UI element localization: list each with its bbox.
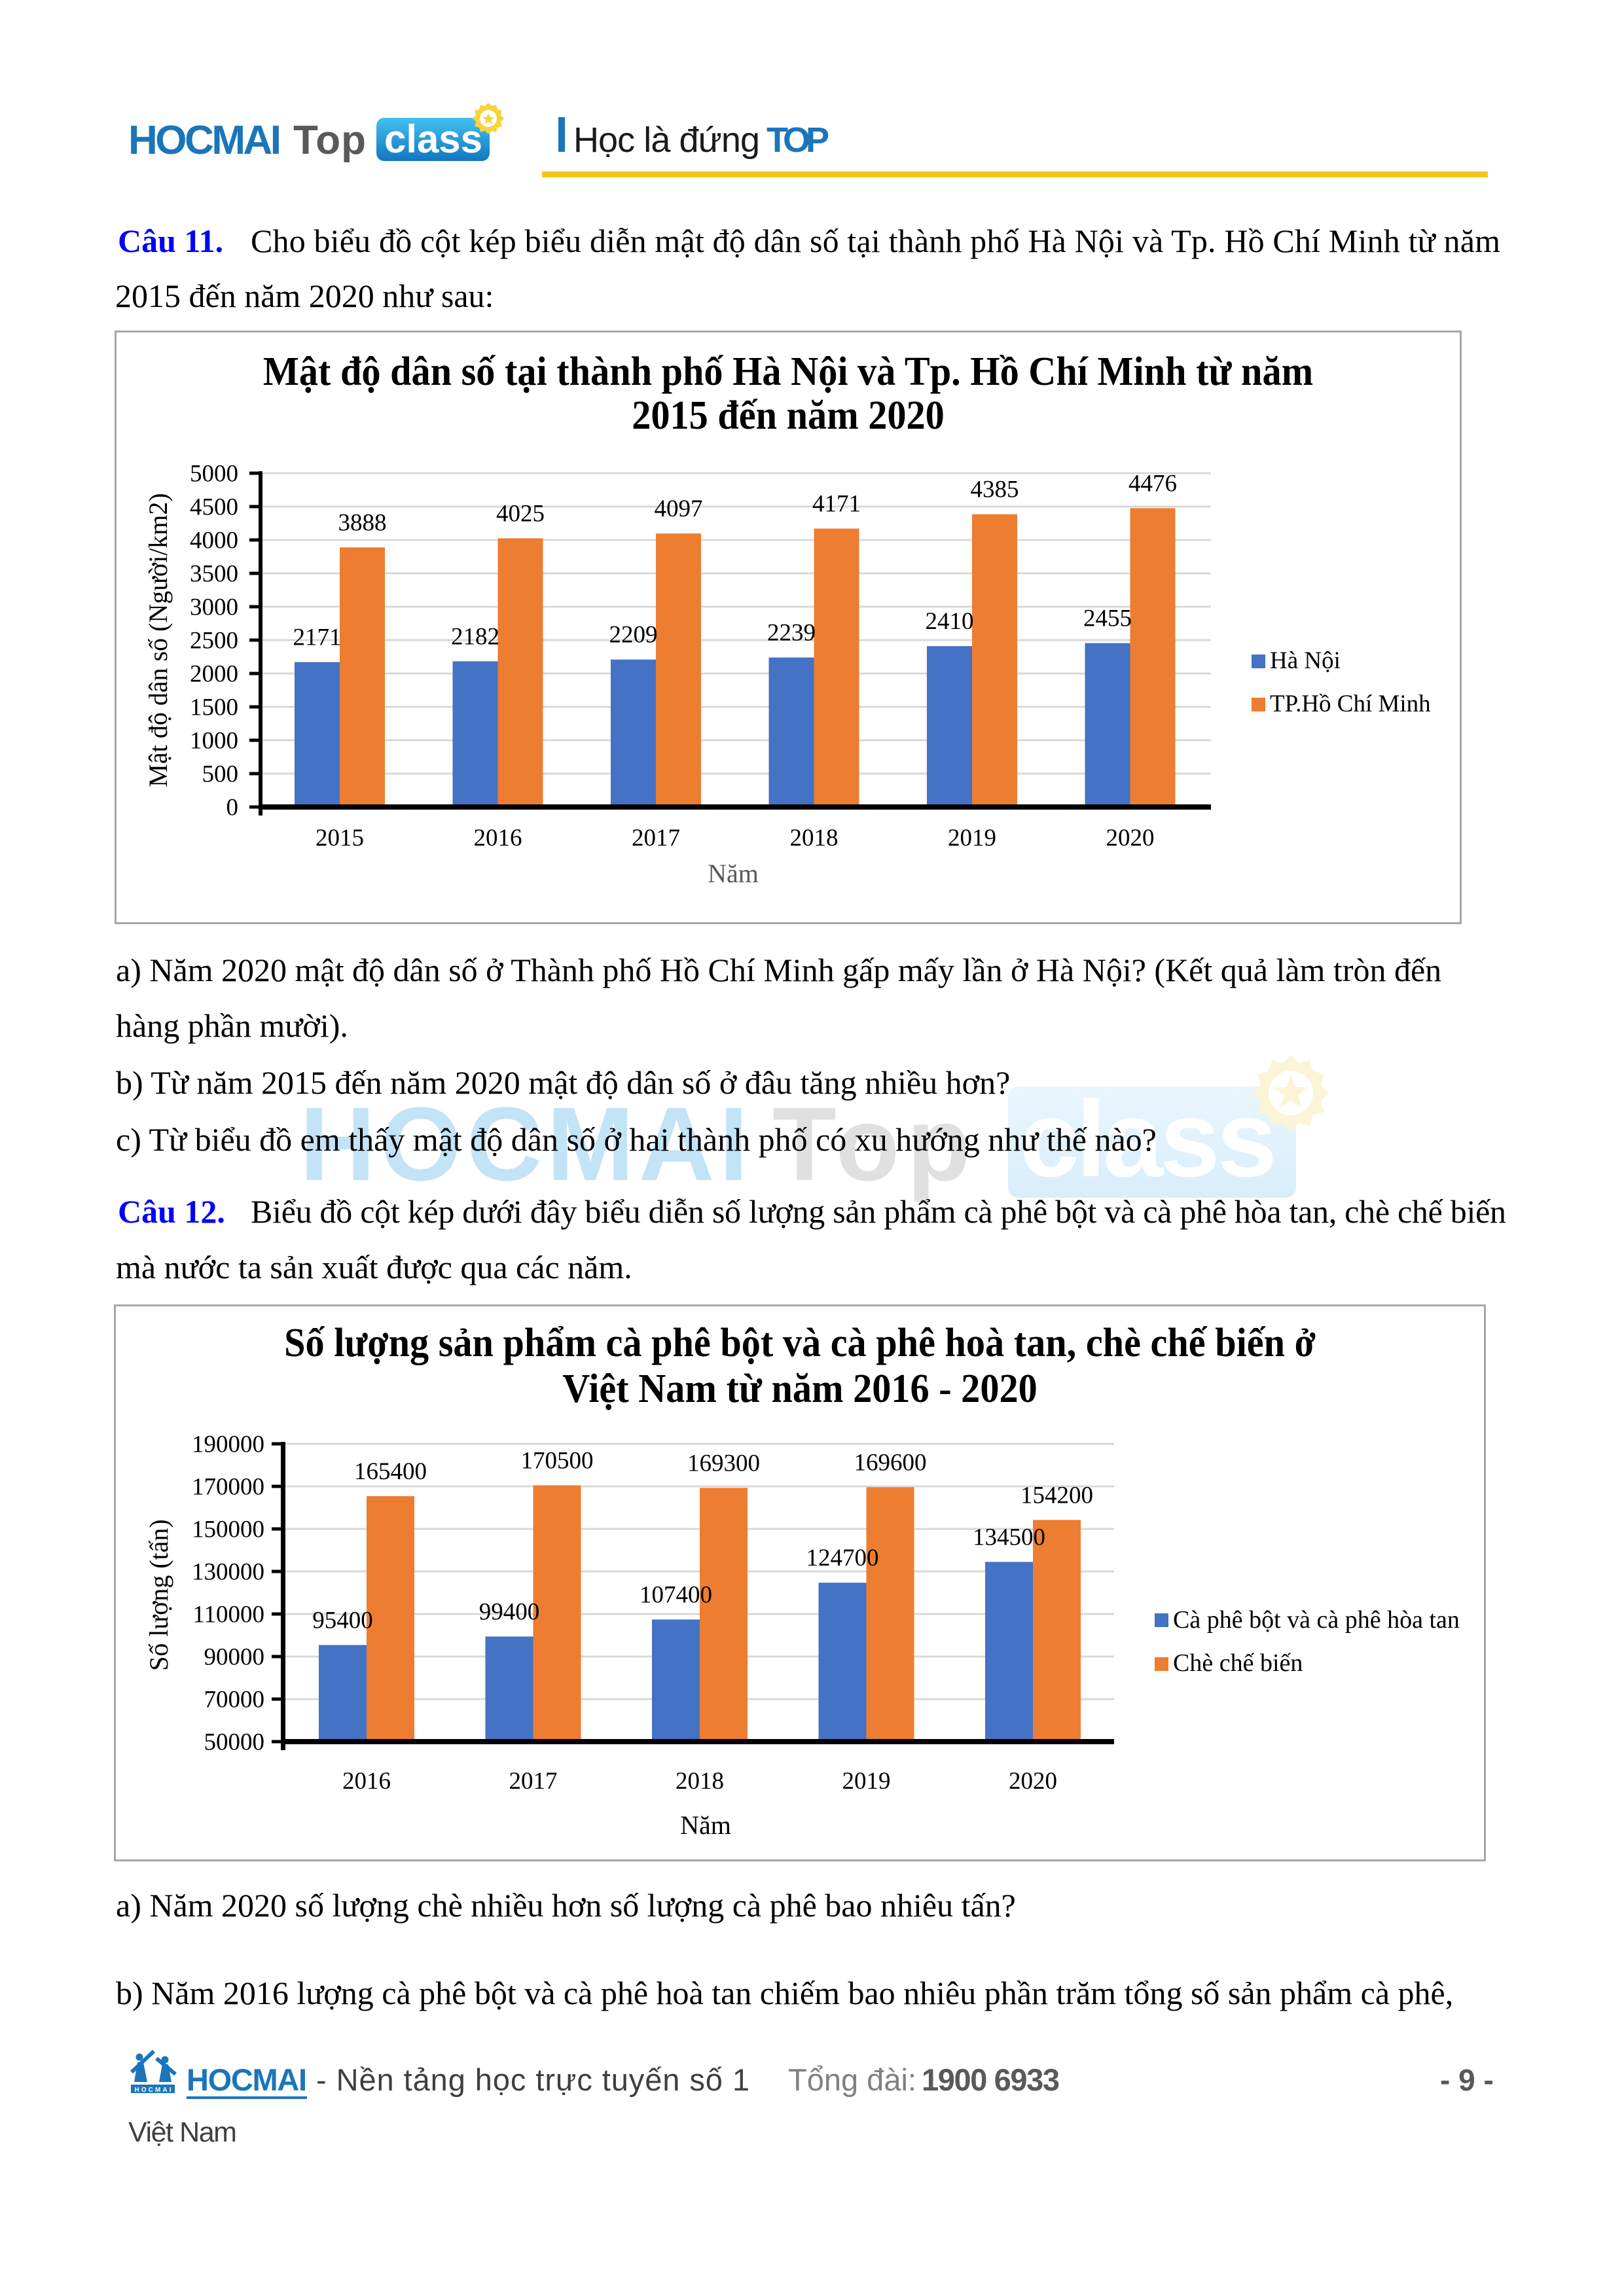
svg-text:Số lượng (tấn): Số lượng (tấn) xyxy=(144,1519,173,1671)
svg-text:Câu 12.: Câu 12. xyxy=(118,1193,225,1230)
svg-text:150000: 150000 xyxy=(192,1516,264,1543)
svg-text:Câu 11.: Câu 11. xyxy=(118,223,223,259)
svg-text:165400: 165400 xyxy=(354,1458,427,1485)
svg-text:2020: 2020 xyxy=(1009,1768,1057,1795)
svg-text:3000: 3000 xyxy=(190,594,238,621)
svg-text:1500: 1500 xyxy=(190,694,238,721)
svg-text:hàng phần mười).: hàng phần mười). xyxy=(116,1007,348,1044)
svg-text:3500: 3500 xyxy=(190,561,238,588)
svg-text:170500: 170500 xyxy=(521,1447,594,1474)
svg-text:130000: 130000 xyxy=(192,1559,264,1586)
svg-text:90000: 90000 xyxy=(204,1644,265,1671)
svg-text:99400: 99400 xyxy=(479,1598,540,1625)
svg-text:Chè chế biến: Chè chế biến xyxy=(1173,1649,1303,1677)
svg-text:2239: 2239 xyxy=(767,620,816,647)
svg-text:b) Từ năm 2015 đến năm 2020 mậ: b) Từ năm 2015 đến năm 2020 mật độ dân s… xyxy=(116,1064,1010,1101)
svg-text:Mật độ dân số (Người/km2): Mật độ dân số (Người/km2) xyxy=(143,493,173,787)
svg-text:2182: 2182 xyxy=(451,623,499,650)
svg-text:2015 đến năm 2020: 2015 đến năm 2020 xyxy=(632,393,945,438)
svg-text:1000: 1000 xyxy=(190,728,238,755)
svg-text:HOCMAI: HOCMAI xyxy=(300,1085,748,1202)
svg-text:2017: 2017 xyxy=(509,1768,558,1795)
svg-text:TP.Hồ Chí Minh: TP.Hồ Chí Minh xyxy=(1270,691,1431,717)
svg-text:4500: 4500 xyxy=(190,494,238,521)
svg-text:2018: 2018 xyxy=(676,1768,724,1795)
svg-text:Năm: Năm xyxy=(708,859,759,888)
svg-text:4000: 4000 xyxy=(190,528,238,554)
svg-text:3888: 3888 xyxy=(338,509,387,536)
svg-text:4385: 4385 xyxy=(971,476,1019,503)
svg-text:1900 6933: 1900 6933 xyxy=(922,2062,1060,2097)
svg-text:Cho biểu đồ cột kép biểu diễn: Cho biểu đồ cột kép biểu diễn mật độ dân… xyxy=(251,223,1500,259)
svg-text:2020: 2020 xyxy=(1106,825,1155,852)
svg-text:2500: 2500 xyxy=(190,628,238,655)
svg-text:2016: 2016 xyxy=(474,825,522,852)
svg-text:class: class xyxy=(384,117,482,161)
svg-text:HOCMAI: HOCMAI xyxy=(128,118,281,163)
svg-text:50000: 50000 xyxy=(204,1729,265,1756)
svg-text:2015: 2015 xyxy=(316,825,364,852)
svg-text:Hà Nội: Hà Nội xyxy=(1270,647,1341,674)
svg-text:170000: 170000 xyxy=(192,1474,264,1501)
svg-text:mà nước ta sản xuất được qua c: mà nước ta sản xuất được qua các năm. xyxy=(116,1249,632,1285)
svg-text:HOCMAI: HOCMAI xyxy=(135,2087,171,2094)
svg-text:a) Năm 2020 mật độ dân số ở Th: a) Năm 2020 mật độ dân số ở Thành phố Hồ… xyxy=(116,952,1441,988)
svg-text:Năm: Năm xyxy=(680,1810,731,1840)
svg-text:124700: 124700 xyxy=(806,1545,879,1571)
svg-text:Mật độ dân số tại thành phố Hà: Mật độ dân số tại thành phố Hà Nội và Tp… xyxy=(263,349,1313,394)
svg-text:500: 500 xyxy=(202,761,239,788)
svg-text:190000: 190000 xyxy=(192,1431,264,1458)
svg-text:4171: 4171 xyxy=(812,491,861,518)
svg-text:2018: 2018 xyxy=(790,825,839,852)
svg-text:2455: 2455 xyxy=(1083,605,1132,632)
svg-text:Top: Top xyxy=(772,1085,971,1202)
svg-text:c) Từ biểu đồ em thấy mật độ d: c) Từ biểu đồ em thấy mật độ dân số ở ha… xyxy=(116,1121,1157,1158)
svg-text:2171: 2171 xyxy=(293,624,342,651)
svg-text:Top: Top xyxy=(293,118,366,163)
svg-text:a) Năm 2020 số lượng chè nhiều: a) Năm 2020 số lượng chè nhiều hơn số lư… xyxy=(116,1887,1016,1924)
svg-text:134500: 134500 xyxy=(973,1524,1045,1551)
svg-text:Học là đứng: Học là đứng xyxy=(573,120,760,160)
svg-text:95400: 95400 xyxy=(312,1607,373,1634)
svg-text:Số lượng sản phẩm cà phê bột v: Số lượng sản phẩm cà phê bột và cà phê h… xyxy=(284,1320,1316,1365)
svg-text:2000: 2000 xyxy=(190,661,238,688)
svg-text:169600: 169600 xyxy=(854,1449,927,1476)
svg-text:2015 đến năm 2020 như sau:: 2015 đến năm 2020 như sau: xyxy=(115,278,494,314)
svg-text:2209: 2209 xyxy=(609,622,658,649)
svg-text:4025: 4025 xyxy=(496,501,545,528)
svg-text:2017: 2017 xyxy=(632,825,680,852)
svg-text:class: class xyxy=(1019,1079,1277,1199)
svg-text:Biểu đồ cột kép dưới đây biểu: Biểu đồ cột kép dưới đây biểu diễn số lư… xyxy=(251,1193,1506,1230)
svg-text:HOCMAI: HOCMAI xyxy=(187,2062,307,2097)
svg-text:2019: 2019 xyxy=(842,1768,891,1795)
svg-text:b) Năm 2016 lượng cà phê bột v: b) Năm 2016 lượng cà phê bột và cà phê h… xyxy=(116,1975,1453,2011)
svg-text:2410: 2410 xyxy=(926,608,974,635)
svg-text:107400: 107400 xyxy=(640,1581,712,1608)
svg-text:169300: 169300 xyxy=(687,1450,760,1477)
svg-text:154200: 154200 xyxy=(1020,1482,1093,1509)
svg-text:110000: 110000 xyxy=(192,1602,264,1628)
svg-text:2016: 2016 xyxy=(342,1768,391,1795)
svg-text:Cà phê bột và cà phê hòa tan: Cà phê bột và cà phê hòa tan xyxy=(1173,1606,1460,1634)
svg-text:Việt Nam: Việt Nam xyxy=(128,2117,237,2148)
svg-text:Việt Nam từ năm 2016 - 2020: Việt Nam từ năm 2016 - 2020 xyxy=(562,1366,1037,1411)
svg-text:0: 0 xyxy=(226,795,239,821)
svg-text:TOP: TOP xyxy=(767,120,829,160)
svg-text:4476: 4476 xyxy=(1128,470,1177,497)
svg-text:- Nền tảng học trực tuyến số 1: - Nền tảng học trực tuyến số 1 xyxy=(316,2062,749,2097)
svg-text:70000: 70000 xyxy=(204,1687,265,1713)
svg-text:4097: 4097 xyxy=(655,495,703,522)
svg-text:2019: 2019 xyxy=(948,825,996,852)
svg-text:Tổng đài:: Tổng đài: xyxy=(788,2062,916,2097)
svg-text:- 9 -: - 9 - xyxy=(1440,2063,1494,2097)
svg-text:5000: 5000 xyxy=(190,461,238,488)
